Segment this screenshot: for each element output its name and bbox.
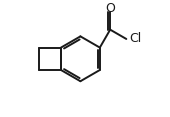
Text: Cl: Cl <box>129 32 141 46</box>
Text: O: O <box>105 2 115 15</box>
